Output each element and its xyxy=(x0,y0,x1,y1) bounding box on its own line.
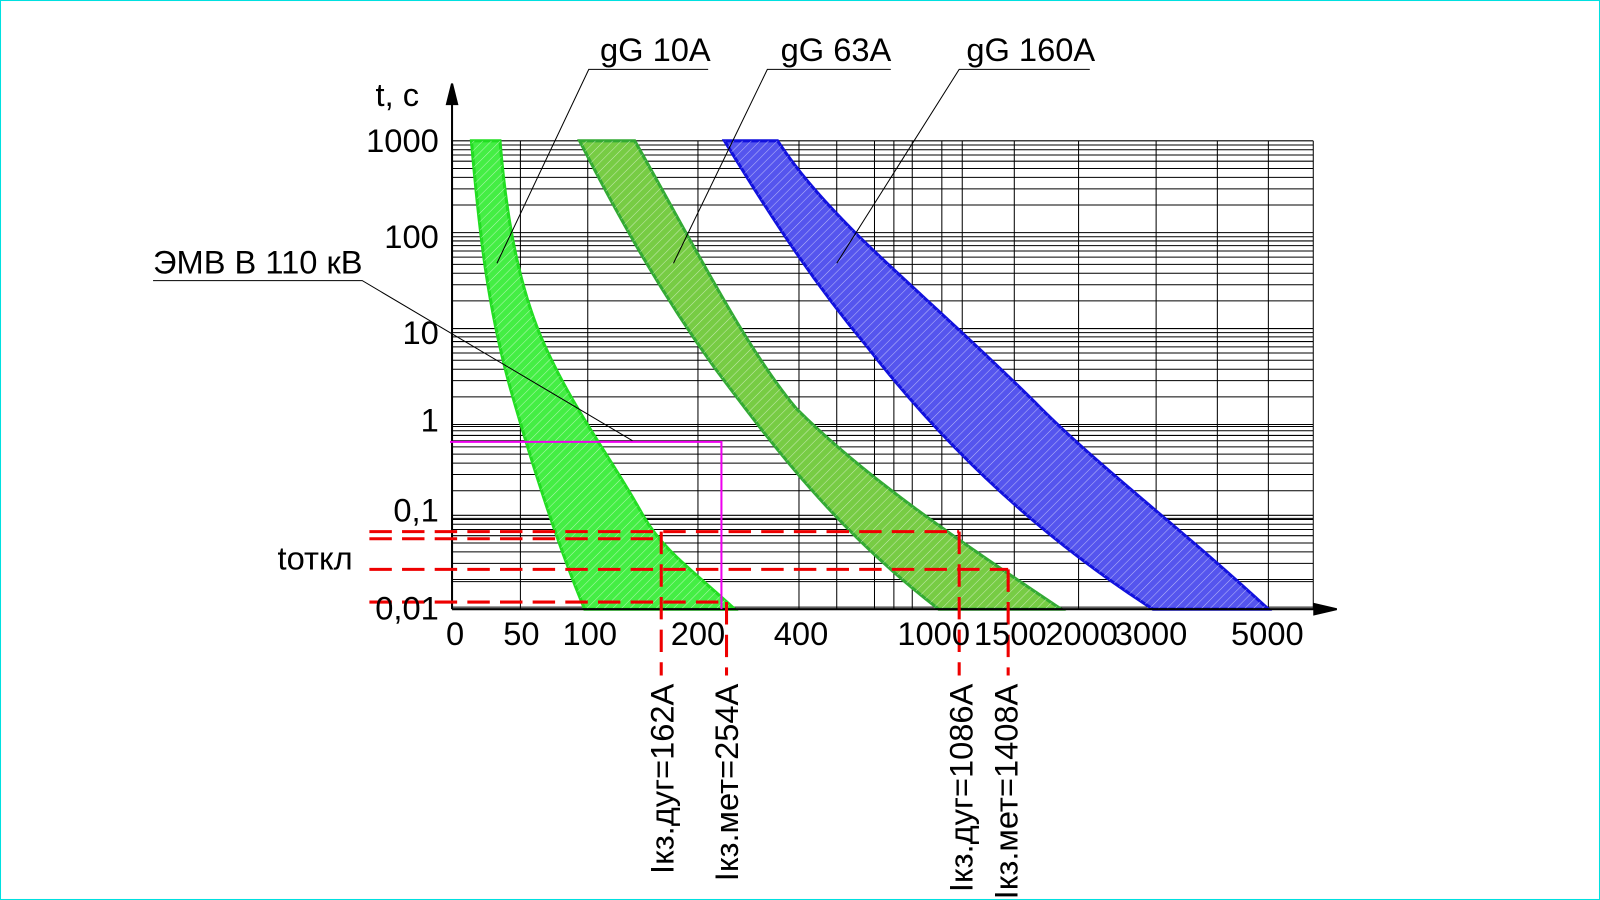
breaker-line xyxy=(450,440,723,610)
curve-label: gG 10A xyxy=(600,31,711,68)
y-axis-label: t, c xyxy=(376,76,420,113)
y-tick-label: 1 xyxy=(421,402,439,439)
current-label: Iкз.дуг=1086А xyxy=(942,683,979,892)
x-tick-label: 400 xyxy=(774,615,828,652)
current-label: Iкз.мет=254А xyxy=(708,683,745,881)
bands xyxy=(469,139,1273,611)
y-tick-label: 0,01 xyxy=(375,589,439,626)
current-labels: Iкз.дуг=162А Iкз.мет=254А Iкз.дуг=1086А Iкз… xyxy=(643,683,1024,899)
curve-label: gG 63A xyxy=(781,31,892,68)
curve-label: gG 160A xyxy=(966,31,1095,68)
x-tick-label: 5000 xyxy=(1231,615,1304,652)
breaker-label: ЭМВ В 110 кВ xyxy=(153,243,363,280)
x-tick-label: 1500 xyxy=(974,615,1047,652)
current-label: Iкз.мет=1408А xyxy=(987,683,1024,899)
leaders xyxy=(153,68,1090,442)
labels: gG 10A gG 63A gG 160A t, c ЭМВ В 110 кВ … xyxy=(153,31,1095,576)
y-tick-label: 0,1 xyxy=(393,491,438,528)
y-ticks: 1000 100 10 1 0,1 0,01 xyxy=(366,122,439,626)
hatch xyxy=(471,140,1269,610)
x-tick-label: 1000 xyxy=(897,615,970,652)
current-label: Iкз.дуг=162А xyxy=(643,683,680,874)
x-tick-label: 3000 xyxy=(1115,615,1188,652)
y-tick-label: 100 xyxy=(384,218,438,255)
x-tick-label: 0 xyxy=(446,615,464,652)
axes xyxy=(445,83,1337,616)
y-tick-label: 10 xyxy=(402,314,438,351)
x-tick-label: 2000 xyxy=(1045,615,1118,652)
y-tick-label: 1000 xyxy=(366,122,439,159)
x-tick-label: 200 xyxy=(671,615,725,652)
x-tick-label: 50 xyxy=(503,615,539,652)
x-tick-label: 100 xyxy=(563,615,617,652)
t-label: tоткл xyxy=(278,539,353,576)
cutoff-lines xyxy=(369,530,1010,676)
